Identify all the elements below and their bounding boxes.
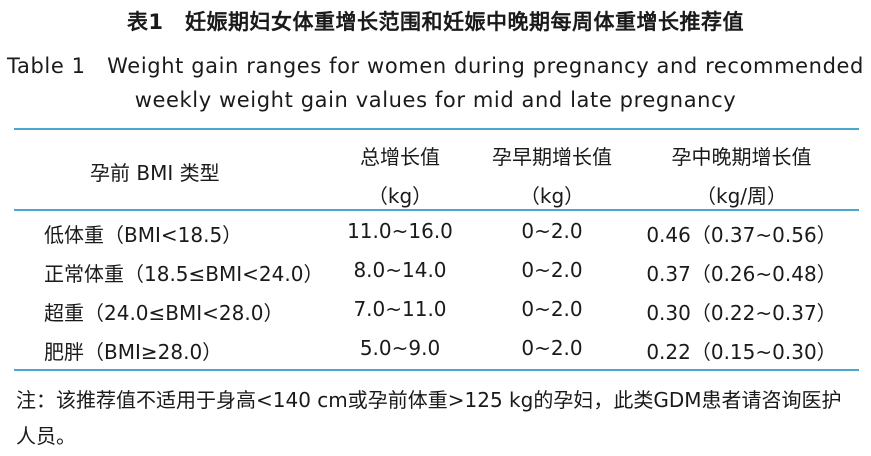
row-overweight-midlate: 0.30（0.22~0.37） xyxy=(646,301,837,325)
row-underweight-total: 11.0~16.0 xyxy=(347,219,453,243)
header-midlate-gain-unit: （kg/周） xyxy=(695,184,787,208)
row-normal-category: 正常体重（18.5≤BMI<24.0） xyxy=(44,262,324,286)
row-obese-category: 肥胖（BMI≥28.0） xyxy=(44,340,223,364)
row-obese-early: 0~2.0 xyxy=(521,336,583,360)
row-underweight-category: 低体重（BMI<18.5） xyxy=(44,223,243,247)
row-normal-early: 0~2.0 xyxy=(521,258,583,282)
header-total-gain: 总增长值 xyxy=(360,145,440,169)
table-bottom-rule xyxy=(14,369,859,371)
header-midlate-gain: 孕中晚期增长值 xyxy=(671,145,812,169)
row-obese-midlate: 0.22（0.15~0.30） xyxy=(646,340,837,364)
row-underweight-midlate: 0.46（0.37~0.56） xyxy=(646,223,837,247)
table-caption-english-line1: Table 1 Weight gain ranges for women dur… xyxy=(7,54,864,78)
row-overweight-total: 7.0~11.0 xyxy=(353,297,447,321)
row-obese-total: 5.0~9.0 xyxy=(359,336,441,360)
row-overweight-category: 超重（24.0≤BMI<28.0） xyxy=(44,301,284,325)
table-caption-english-line2: weekly weight gain values for mid and la… xyxy=(134,88,737,112)
table-top-rule xyxy=(14,128,859,130)
table-footnote: 注：该推荐值不适用于身高<140 cm或孕前体重>125 kg的孕妇，此类GDM… xyxy=(16,388,842,448)
row-normal-midlate: 0.37（0.26~0.48） xyxy=(646,262,837,286)
header-total-gain-unit: （kg） xyxy=(367,184,433,208)
table-caption-chinese: 表1 妊娠期妇女体重增长范围和妊娠中晚期每周体重增长推荐值 xyxy=(126,10,745,34)
table-header-rule xyxy=(14,209,859,211)
header-bmi-type: 孕前 BMI 类型 xyxy=(90,161,220,185)
header-early-gain: 孕早期增长值 xyxy=(492,145,612,169)
row-normal-total: 8.0~14.0 xyxy=(353,258,447,282)
row-underweight-early: 0~2.0 xyxy=(521,219,583,243)
row-overweight-early: 0~2.0 xyxy=(521,297,583,321)
header-early-gain-unit: （kg） xyxy=(519,184,585,208)
